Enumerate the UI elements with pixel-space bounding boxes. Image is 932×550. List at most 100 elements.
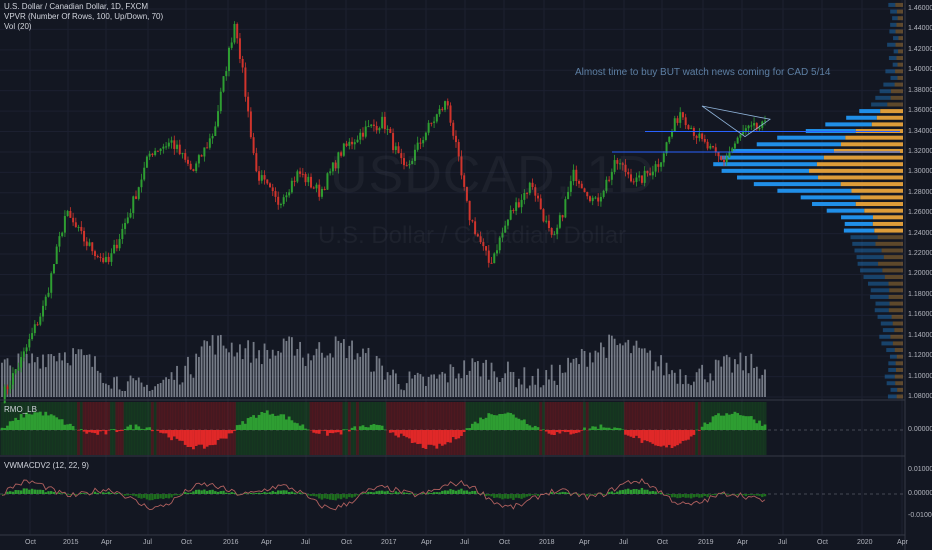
rmo-background: [331, 402, 335, 455]
rmo-background: [388, 402, 392, 455]
volume-bar: [457, 373, 460, 397]
vpvr-row-up: [877, 314, 892, 319]
macd-histogram-bar: [318, 494, 321, 499]
rmo-background: [227, 402, 231, 455]
volume-bar: [33, 362, 36, 397]
rmo-bar: [208, 430, 212, 446]
rmo-bar: [93, 430, 97, 434]
volume-bar: [211, 335, 214, 397]
macd-histogram-bar: [411, 493, 414, 494]
volume-bar: [290, 337, 293, 397]
candle-body: [227, 47, 230, 72]
rmo-bar: [213, 430, 217, 445]
rmo-background: [418, 402, 422, 455]
vpvr-row-down: [896, 354, 903, 359]
macd-histogram-bar: [203, 489, 206, 494]
rmo-bar: [301, 424, 305, 430]
candle-body: [495, 250, 498, 254]
price-tick-label: 1.30000: [908, 168, 932, 176]
macd-histogram-bar: [495, 494, 499, 498]
rmo-bar: [320, 430, 324, 431]
volume-bar: [129, 375, 132, 397]
macd-histogram-bar: [632, 489, 635, 494]
legend-volume[interactable]: Vol (20): [4, 22, 32, 31]
candle-body: [411, 160, 414, 165]
volume-bar: [468, 370, 471, 397]
rmo-bar: [276, 415, 280, 430]
volume-bar: [113, 377, 116, 397]
macd-histogram-bar: [725, 494, 728, 495]
candle-body: [424, 132, 427, 141]
rmo-bar: [175, 430, 179, 439]
candle-body: [594, 197, 597, 199]
rmo-bar: [238, 424, 242, 430]
candle-body: [742, 130, 745, 135]
rmo-background: [673, 402, 677, 455]
volume-bar: [326, 355, 329, 397]
candle-body: [528, 182, 531, 194]
macd-histogram-bar: [531, 494, 534, 495]
volume-bar: [684, 375, 687, 397]
rmo-bar: [3, 428, 7, 430]
volume-bar: [381, 365, 384, 397]
volume-bar: [591, 362, 594, 397]
rmo-bar: [326, 430, 329, 436]
legend-symbol[interactable]: U.S. Dollar / Canadian Dollar, 1D, FXCM: [4, 2, 149, 11]
rmo-background: [339, 402, 343, 455]
volume-bar: [400, 389, 403, 397]
rmo-bar: [596, 428, 600, 430]
vpvr-row-down: [864, 208, 903, 213]
volume-bar: [126, 381, 129, 397]
rmo-background: [416, 402, 420, 455]
volume-bar: [72, 348, 75, 397]
price-tick-label: 1.20000: [908, 270, 932, 278]
rmo-bar: [719, 415, 723, 430]
volume-bar: [507, 361, 509, 397]
rmo-bar: [148, 427, 152, 430]
candle-body: [558, 215, 561, 228]
macd-histogram-bar: [528, 494, 532, 497]
volume-bar: [247, 340, 250, 397]
rmo-background: [175, 402, 179, 455]
macd-histogram-bar: [189, 492, 192, 494]
legend-vpvr[interactable]: VPVR (Number Of Rows, 100, Up/Down, 70): [4, 12, 164, 21]
macd-histogram-bar: [687, 494, 690, 498]
volume-bar: [526, 388, 528, 397]
rmo-bar: [202, 430, 206, 449]
rmo-bar: [161, 430, 165, 434]
volume-bar: [386, 372, 389, 397]
macd-histogram-bar: [69, 494, 72, 496]
macd-histogram-bar: [457, 489, 460, 494]
volume-bar: [39, 368, 42, 397]
candle-body: [649, 173, 652, 176]
vwmacd-label[interactable]: VWMACDV2 (12, 22, 9): [4, 461, 89, 470]
volume-bar: [156, 383, 159, 397]
rmo-background: [172, 402, 176, 455]
vpvr-row-up: [841, 215, 873, 220]
macd-histogram-bar: [175, 494, 179, 496]
chart-annotation[interactable]: Almost time to buy BUT watch news coming…: [575, 67, 831, 78]
volume-bar: [422, 376, 425, 397]
time-tick-label: Jul: [778, 539, 787, 546]
candle-body: [517, 202, 520, 208]
rmo-bar: [460, 430, 463, 436]
macd-histogram-bar: [468, 491, 471, 494]
rmo-background: [191, 402, 195, 455]
rmo-bar: [733, 411, 737, 430]
time-tick-label: Oct: [341, 539, 352, 546]
candle-body: [690, 127, 693, 130]
candle-body: [88, 242, 91, 246]
macd-histogram-bar: [293, 492, 296, 494]
rmo-label[interactable]: RMO_LB: [4, 405, 37, 414]
rmo-background: [432, 402, 436, 455]
volume-bar: [318, 342, 321, 397]
vpvr-row-up: [825, 122, 872, 127]
macd-histogram-bar: [676, 494, 679, 499]
rmo-bar: [572, 430, 575, 434]
rmo-background: [320, 402, 324, 455]
rmo-background: [648, 402, 652, 455]
candle-body: [465, 186, 468, 201]
price-tick-label: 1.08000: [908, 393, 932, 400]
macd-histogram-bar: [6, 491, 9, 494]
